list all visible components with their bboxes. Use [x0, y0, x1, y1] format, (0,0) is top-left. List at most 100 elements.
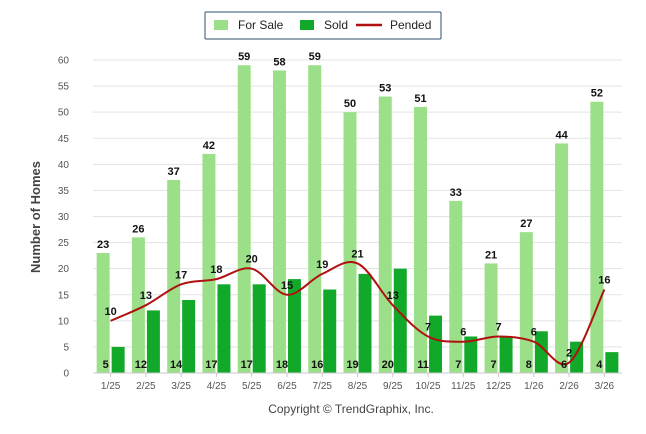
sold-data-label: 17	[205, 359, 217, 371]
for-sale-data-label: 50	[344, 98, 356, 110]
for-sale-data-label: 33	[450, 187, 462, 199]
y-tick-label: 10	[58, 316, 70, 327]
pended-data-label: 7	[496, 321, 502, 333]
sold-data-label: 12	[135, 359, 147, 371]
for-sale-bar	[414, 106, 428, 373]
x-tick-label: 7/25	[312, 381, 332, 392]
pended-data-label: 20	[246, 254, 258, 266]
x-tick-label: 12/25	[486, 381, 511, 392]
for-sale-data-label: 23	[97, 239, 109, 251]
sold-data-label: 17	[241, 359, 253, 371]
x-tick-label: 3/26	[595, 381, 615, 392]
for-sale-data-label: 42	[203, 140, 215, 152]
sold-data-label: 5	[103, 359, 109, 371]
legend-label-for-sale: For Sale	[238, 18, 284, 32]
pended-data-label: 7	[425, 321, 431, 333]
sold-bar	[287, 279, 301, 373]
y-tick-label: 0	[63, 369, 69, 380]
x-tick-label: 1/26	[524, 381, 544, 392]
sold-labels: 5 12 14 17 17 18 16 19 20 11 7 7 8 6 4	[103, 359, 604, 371]
sold-data-label: 7	[491, 359, 497, 371]
sold-bar	[534, 331, 548, 373]
y-tick-label: 15	[58, 290, 70, 301]
sold-bar	[605, 352, 619, 373]
y-tick-label: 25	[58, 238, 70, 249]
x-tick-label: 11/25	[451, 381, 476, 392]
x-tick-label: 1/25	[101, 381, 121, 392]
legend-label-pended: Pended	[390, 18, 431, 32]
sold-data-label: 18	[276, 359, 288, 371]
sold-data-label: 4	[596, 359, 603, 371]
y-tick-label: 30	[58, 212, 70, 223]
x-tick-label: 4/25	[207, 381, 227, 392]
for-sale-data-label: 44	[555, 129, 568, 141]
pended-data-label: 13	[140, 290, 152, 302]
for-sale-bar	[484, 263, 498, 373]
sold-data-label: 7	[455, 359, 461, 371]
for-sale-bar	[519, 232, 533, 373]
y-axis-title: Number of Homes	[28, 161, 43, 273]
x-tick-label: 5/25	[242, 381, 262, 392]
x-tick-label: 6/25	[277, 381, 297, 392]
pended-data-label: 17	[175, 269, 187, 281]
for-sale-bar	[343, 112, 357, 374]
y-tick-label: 60	[58, 56, 70, 67]
for-sale-bar	[449, 200, 463, 373]
for-sale-data-label: 21	[485, 249, 497, 261]
pended-data-label: 15	[281, 280, 293, 292]
y-axis-ticks: 0 5 10 15 20 25 30 35 40 45 50 55 60	[58, 56, 70, 380]
sold-bar	[146, 310, 160, 373]
x-tick-label: 9/25	[383, 381, 403, 392]
for-sale-bars	[96, 65, 604, 374]
sold-bar	[182, 299, 196, 373]
x-tick-label: 3/25	[171, 381, 191, 392]
for-sale-bar	[237, 65, 251, 373]
for-sale-bar	[167, 179, 181, 373]
sold-bar	[111, 346, 125, 373]
for-sale-data-label: 58	[273, 56, 285, 68]
pended-data-label: 2	[566, 348, 572, 360]
x-axis-ticks: 1/25 2/25 3/25 4/25 5/25 6/25 7/25 8/25 9/25 10/2…	[101, 373, 615, 392]
for-sale-bar	[378, 96, 392, 374]
for-sale-data-label: 51	[414, 93, 426, 105]
y-tick-label: 20	[58, 264, 70, 275]
x-tick-label: 8/25	[348, 381, 368, 392]
y-tick-label: 55	[58, 82, 70, 93]
y-tick-label: 35	[58, 186, 70, 197]
x-tick-label: 10/25	[416, 381, 441, 392]
for-sale-data-label: 59	[309, 51, 321, 63]
for-sale-bar	[202, 153, 216, 373]
sold-bar	[323, 289, 337, 373]
sold-data-label: 8	[526, 359, 532, 371]
pended-line-group	[110, 261, 606, 366]
sold-data-label: 16	[311, 359, 323, 371]
legend-swatch-sold	[300, 20, 314, 30]
sold-data-label: 19	[346, 359, 358, 371]
pended-data-label: 13	[387, 290, 399, 302]
y-tick-label: 45	[58, 134, 70, 145]
copyright-text: Copyright © TrendGraphix, Inc.	[268, 402, 434, 416]
for-sale-bar	[272, 70, 286, 373]
pended-data-label: 6	[531, 327, 537, 339]
sold-bar	[393, 268, 407, 373]
legend-label-sold: Sold	[324, 18, 348, 32]
pended-data-label: 19	[316, 259, 328, 271]
for-sale-data-label: 59	[238, 51, 250, 63]
x-tick-label: 2/25	[136, 381, 156, 392]
sold-bar	[499, 336, 513, 373]
for-sale-data-label: 37	[168, 166, 180, 178]
for-sale-data-label: 27	[520, 218, 532, 230]
for-sale-bar	[131, 237, 145, 373]
pended-data-label: 18	[210, 264, 222, 276]
legend-box	[204, 11, 442, 40]
sold-data-label: 11	[417, 359, 429, 371]
gridlines	[93, 59, 622, 374]
pended-data-label: 10	[105, 306, 117, 318]
y-tick-label: 50	[58, 108, 70, 119]
for-sale-bar	[590, 101, 604, 373]
pended-line	[110, 261, 606, 366]
legend: For Sale Sold Pended	[204, 11, 442, 40]
x-tick-label: 2/26	[559, 381, 579, 392]
sold-data-label: 20	[382, 359, 394, 371]
